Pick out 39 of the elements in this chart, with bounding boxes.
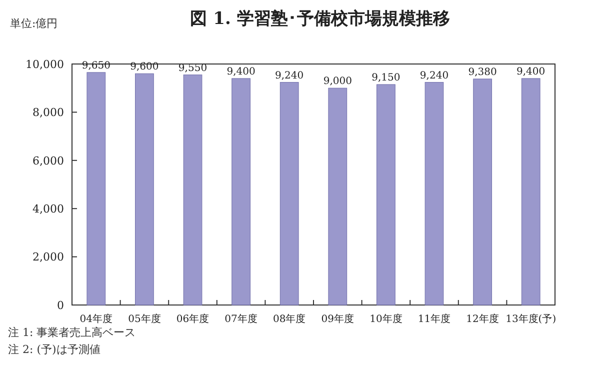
- y-tick-label: 4,000: [32, 202, 64, 216]
- bar: [135, 73, 154, 306]
- y-tick-label: 8,000: [32, 106, 64, 120]
- x-tick-label: 07年度: [224, 313, 258, 325]
- bar: [521, 78, 540, 306]
- data-label: 9,400: [516, 66, 546, 78]
- data-label: 9,240: [275, 70, 304, 82]
- x-tick-label: 13年度(予): [506, 313, 556, 325]
- x-tick-label: 06年度: [176, 313, 210, 325]
- x-tick-label: 08年度: [272, 313, 306, 325]
- text: 注 1: 事業者売上高ベース: [8, 326, 136, 339]
- bar: [232, 78, 250, 306]
- bar: [86, 72, 106, 306]
- bar: [376, 84, 396, 306]
- x-tick-label: 10年度: [370, 313, 402, 325]
- bar: [424, 82, 444, 306]
- x-tick-label: 11年度: [418, 313, 451, 325]
- bar: [280, 82, 299, 306]
- bar: [328, 88, 348, 306]
- x-tick-label: 09年度: [321, 313, 354, 325]
- data-label: 9,380: [468, 66, 497, 78]
- x-tick-label: 05年度: [128, 313, 161, 325]
- y-tick-label: 10,000: [26, 58, 64, 71]
- data-label: 9,240: [420, 70, 449, 82]
- text: 単位:億円: [10, 17, 58, 30]
- data-label: 9,000: [323, 76, 352, 88]
- data-label: 9,600: [130, 62, 159, 73]
- x-tick-label: 12年度: [466, 313, 499, 325]
- bar: [473, 78, 492, 306]
- data-label: 9,550: [178, 62, 208, 74]
- data-label: 9,400: [226, 66, 256, 78]
- chart-title: 図 1. 学習塾･予備校市場規模推移: [190, 9, 450, 29]
- bar: [183, 74, 202, 306]
- data-label: 9,150: [372, 72, 400, 84]
- text: 注 2: (予)は予測値: [8, 343, 100, 356]
- y-tick-label: 2,000: [32, 250, 64, 264]
- x-tick-label: 04年度: [80, 313, 113, 325]
- y-tick-label: 6,000: [32, 154, 64, 168]
- y-tick-label: 0: [57, 298, 64, 312]
